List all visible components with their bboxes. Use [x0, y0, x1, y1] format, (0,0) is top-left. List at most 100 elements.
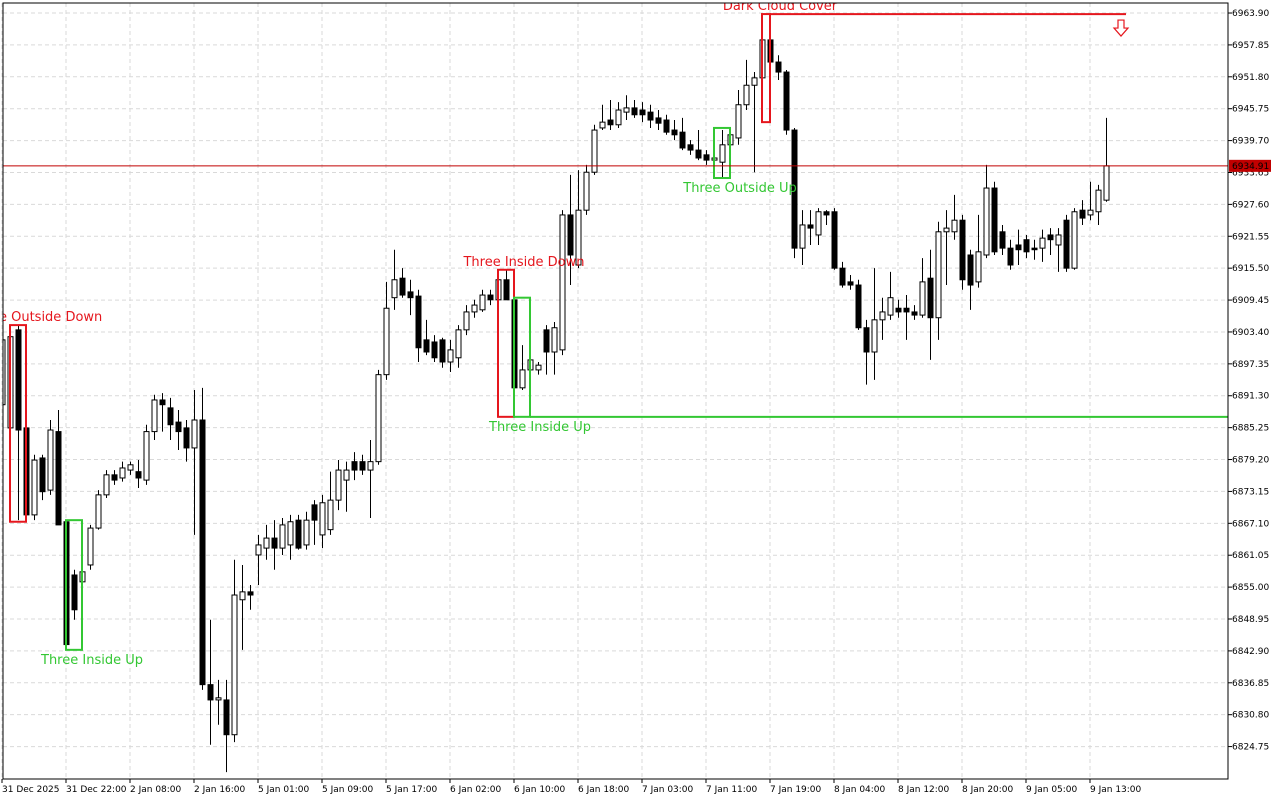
candle-body [439, 339, 446, 363]
pattern-box [713, 126, 731, 180]
candle-body [927, 277, 934, 319]
x-tick-label: 6 Jan 18:00 [578, 785, 630, 795]
candle-body [1071, 211, 1078, 269]
candle-body [55, 431, 62, 526]
x-tick-label: 2 Jan 16:00 [194, 785, 246, 795]
candle-body [639, 109, 646, 116]
candle-body [383, 307, 390, 376]
candle-body [671, 129, 678, 136]
candle-body [47, 429, 54, 491]
candle-body [1079, 209, 1086, 219]
candle-body [1031, 247, 1038, 251]
candle-body [399, 277, 406, 296]
y-tick-label: 6855.00 [1232, 583, 1269, 593]
pattern-label: Three Inside Down [462, 255, 584, 270]
y-tick-label: 6885.25 [1232, 424, 1269, 434]
y-tick-label: 6848.95 [1232, 615, 1269, 625]
candle-body [951, 219, 958, 233]
candle-body [431, 341, 438, 359]
candle-body [215, 697, 222, 701]
candle-body [1007, 247, 1014, 266]
pattern-box [9, 324, 27, 523]
candle-body [1039, 237, 1046, 249]
y-tick-label: 6836.85 [1232, 679, 1269, 689]
candle-body [3, 339, 6, 406]
y-tick-label: 6921.55 [1232, 232, 1269, 242]
candle-body [239, 591, 246, 601]
candle-body [559, 214, 566, 351]
candle-body [263, 537, 270, 549]
candle-body [887, 297, 894, 316]
candle-body [687, 144, 694, 151]
y-tick-label: 6891.30 [1232, 392, 1269, 402]
candle-body [119, 467, 126, 479]
candle-body [919, 281, 926, 316]
candle-body [735, 104, 742, 139]
candle-body [151, 399, 158, 433]
candle-body [959, 219, 966, 281]
candle-body [279, 524, 286, 549]
pattern-label: Three Outside Down [0, 310, 102, 325]
candle-body [751, 77, 758, 86]
candle-body [655, 117, 662, 124]
y-tick-label: 6830.80 [1232, 711, 1269, 721]
candle-body [375, 374, 382, 463]
y-tick-label: 6963.90 [1232, 9, 1269, 19]
candle-body [327, 499, 334, 531]
candle-body [407, 291, 414, 299]
candle-body [999, 231, 1006, 249]
candle-body [799, 224, 806, 249]
candle-body [295, 519, 302, 549]
candle-body [87, 527, 94, 566]
candle-body [879, 311, 886, 321]
x-tick-label: 6 Jan 10:00 [514, 785, 566, 795]
y-tick-label: 6879.20 [1232, 456, 1269, 466]
x-tick-label: 8 Jan 20:00 [962, 785, 1014, 795]
x-tick-label: 9 Jan 05:00 [1026, 785, 1078, 795]
pattern-label: Three Inside Up [488, 420, 591, 435]
y-tick-label: 6897.35 [1232, 360, 1269, 370]
candle-body [815, 211, 822, 236]
candle-body [143, 431, 150, 481]
candle-body [39, 457, 46, 493]
candle-body [519, 369, 526, 389]
candle-body [415, 295, 422, 349]
candle-body [975, 251, 982, 283]
candle-body [567, 214, 574, 256]
candle-body [503, 279, 510, 301]
candle-body [591, 129, 598, 173]
candle-body [935, 231, 942, 319]
candle-body [223, 699, 230, 736]
candle-body [71, 574, 78, 611]
pattern-box [513, 296, 531, 418]
y-tick-label: 6939.70 [1232, 137, 1269, 147]
y-tick-label: 6951.80 [1232, 73, 1269, 83]
candle-body [15, 329, 22, 431]
y-tick-label: 6909.45 [1232, 296, 1269, 306]
candle-body [127, 464, 134, 471]
candle-body [743, 84, 750, 106]
candle-body [623, 107, 630, 113]
candle-body [903, 307, 910, 313]
x-tick-label: 9 Jan 13:00 [1090, 785, 1142, 795]
candle-body [207, 684, 214, 701]
candle-body [359, 461, 366, 471]
candle-body [343, 469, 350, 481]
candle-body [967, 254, 974, 286]
x-tick-label: 6 Jan 02:00 [450, 785, 502, 795]
candle-body [991, 187, 998, 253]
candle-body [831, 211, 838, 269]
candle-body [247, 591, 254, 596]
candle-body [703, 154, 710, 161]
candle-body [615, 109, 622, 126]
candle-body [543, 329, 550, 353]
candle-body [719, 144, 726, 163]
candle-body [159, 399, 166, 406]
candle-body [95, 494, 102, 529]
candle-body [479, 294, 486, 311]
candle-body [791, 129, 798, 249]
candle-body [1103, 165, 1110, 201]
candle-body [423, 339, 430, 353]
candle-body [103, 474, 110, 496]
